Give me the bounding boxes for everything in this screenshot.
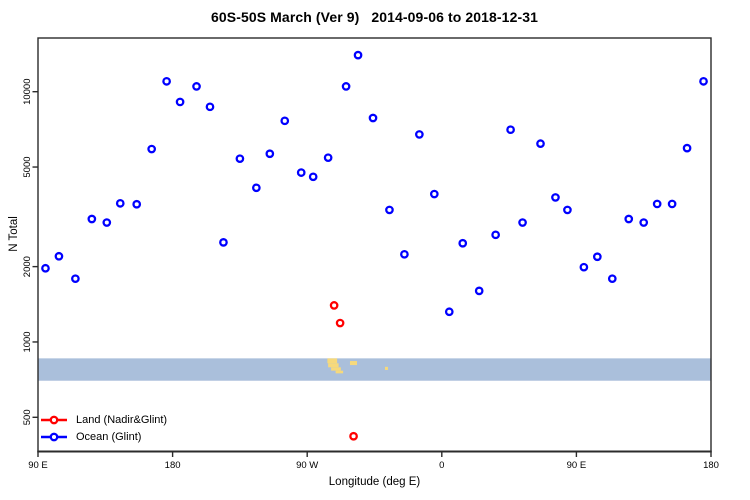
y-tick-label: 10000 bbox=[22, 78, 33, 104]
ocean-data-point bbox=[296, 168, 306, 177]
legend-marker-icon bbox=[41, 415, 67, 425]
ocean-data-point bbox=[115, 198, 125, 208]
land-map-fragment-patagonia-north bbox=[327, 358, 338, 364]
ocean-data-point bbox=[592, 252, 602, 262]
ocean-data-point bbox=[444, 307, 454, 317]
ocean-data-point bbox=[639, 218, 649, 227]
y-tick-label: 5000 bbox=[22, 156, 33, 177]
land-data-point bbox=[329, 301, 339, 310]
land-data-point bbox=[335, 318, 345, 328]
legend: Land (Nadir&Glint) Ocean (Glint) bbox=[41, 412, 167, 445]
x-tick-label: 0 bbox=[439, 460, 444, 471]
latitude-band-strip bbox=[38, 358, 711, 381]
y-axis-label: N Total bbox=[8, 216, 20, 252]
land-data-point bbox=[349, 431, 358, 441]
legend-marker-icon bbox=[41, 432, 67, 442]
legend-item: Ocean (Glint) bbox=[41, 429, 167, 446]
ocean-data-point bbox=[132, 199, 142, 209]
ocean-data-point bbox=[192, 82, 201, 91]
x-axis-label: Longitude (deg E) bbox=[328, 476, 421, 488]
ocean-data-point bbox=[458, 238, 468, 248]
ocean-data-point bbox=[235, 154, 245, 164]
ocean-data-point bbox=[205, 102, 215, 112]
legend-item: Land (Nadir&Glint) bbox=[41, 412, 167, 429]
ocean-data-point bbox=[175, 97, 185, 107]
ocean-data-point bbox=[415, 130, 424, 139]
ocean-data-point bbox=[667, 199, 677, 209]
ocean-data-point bbox=[385, 205, 394, 215]
ocean-data-point bbox=[682, 143, 692, 153]
y-tick-label: 2000 bbox=[22, 256, 33, 277]
ocean-data-point bbox=[368, 113, 378, 123]
ocean-data-point bbox=[162, 76, 171, 86]
x-tick-label: 180 bbox=[165, 460, 181, 471]
x-tick-label: 180 bbox=[703, 460, 719, 471]
legend-label: Land (Nadir&Glint) bbox=[76, 414, 168, 427]
ocean-data-point bbox=[652, 199, 662, 209]
ocean-data-point bbox=[518, 218, 527, 227]
x-tick-label: 90 E bbox=[28, 460, 48, 471]
land-map-fragment-patagonia-tip bbox=[335, 370, 344, 374]
y-tick-label: 1000 bbox=[22, 331, 33, 352]
ocean-data-point bbox=[265, 149, 275, 159]
ocean-data-point bbox=[400, 249, 409, 259]
land-map-fragment-falkland-islands bbox=[349, 361, 358, 366]
ocean-data-point bbox=[102, 218, 112, 227]
ocean-data-point bbox=[607, 274, 617, 284]
ocean-data-point bbox=[71, 274, 80, 284]
ocean-data-point bbox=[506, 125, 515, 135]
ocean-data-point bbox=[323, 153, 333, 163]
ocean-data-point bbox=[536, 139, 545, 149]
ocean-data-point bbox=[551, 193, 560, 202]
ocean-data-point bbox=[624, 214, 634, 224]
ocean-data-point bbox=[54, 251, 64, 261]
legend-label: Ocean (Glint) bbox=[76, 430, 142, 443]
land-map-fragment-patagonia-south bbox=[331, 367, 341, 371]
land-map-fragment-patagonia-mid bbox=[328, 363, 339, 368]
ocean-data-point bbox=[563, 205, 572, 215]
ocean-data-point bbox=[579, 262, 589, 272]
ocean-data-point bbox=[474, 286, 484, 296]
ocean-data-point bbox=[87, 214, 97, 224]
x-tick-label: 90 E bbox=[567, 460, 587, 471]
ocean-data-point bbox=[699, 76, 708, 86]
ocean-data-point bbox=[252, 183, 261, 193]
plot-border bbox=[37, 37, 712, 453]
y-tick-label: 500 bbox=[22, 409, 33, 425]
land-map-fragment-south-georgia bbox=[384, 366, 388, 370]
x-tick-label: 90 W bbox=[296, 460, 318, 471]
legend-circle bbox=[49, 432, 59, 442]
ocean-data-point bbox=[280, 116, 290, 126]
ocean-data-point bbox=[308, 172, 318, 182]
ocean-data-point bbox=[41, 263, 50, 273]
ocean-data-point bbox=[219, 238, 228, 247]
ocean-data-point bbox=[147, 144, 157, 154]
chart-title: 60S-50S March (Ver 9) 2014-09-06 to 2018… bbox=[211, 9, 538, 25]
ocean-data-point bbox=[341, 82, 351, 91]
ocean-data-point bbox=[491, 230, 500, 240]
ocean-data-point bbox=[353, 50, 363, 60]
legend-circle bbox=[49, 415, 59, 425]
ocean-data-point bbox=[429, 189, 439, 199]
